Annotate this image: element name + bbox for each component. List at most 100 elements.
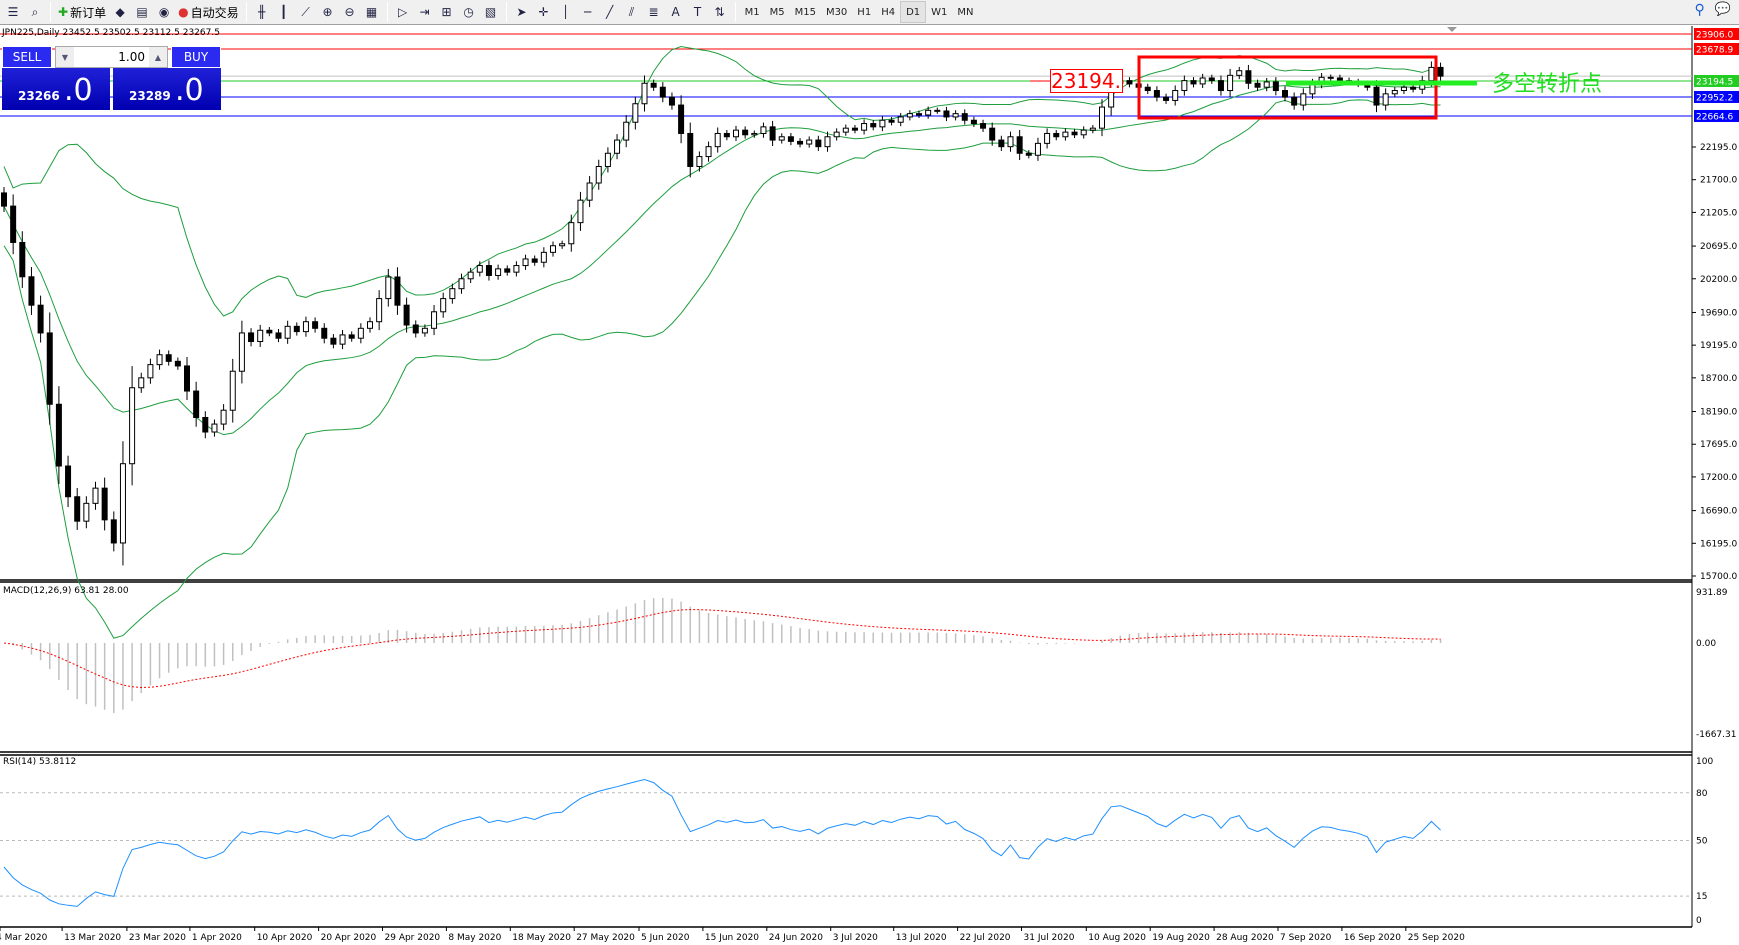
arrows-button[interactable]: ⇅	[709, 1, 731, 23]
indicators-button[interactable]: ⊞	[436, 1, 458, 23]
candle-body	[879, 119, 886, 128]
candle	[110, 511, 117, 552]
chart-shift-button[interactable]: ▷	[392, 1, 414, 23]
candle-body	[1208, 77, 1215, 82]
timeframe-m1[interactable]: M1	[744, 6, 760, 18]
text-label-button[interactable]: T	[687, 1, 709, 23]
candle-body	[797, 140, 804, 145]
macd-axis-label: 931.89	[1696, 588, 1728, 598]
price-level-tag	[1694, 27, 1739, 40]
buy-price[interactable]: 23289 .0	[113, 68, 221, 110]
y-tick-label: 18700.0	[1700, 374, 1737, 384]
timeframe-w1[interactable]: W1	[931, 6, 948, 18]
chart-canvas[interactable]: 22195.0 21700.0 21205.0 20695.0 20200.0 19690…	[0, 26, 1739, 945]
candle	[806, 136, 813, 148]
auto-trading-button[interactable]: ● 自动交易	[175, 1, 242, 23]
chart-window[interactable]: 22195.0 21700.0 21205.0 20695.0 20200.0 19690…	[0, 26, 1739, 945]
market-watch-button[interactable]: ☰	[2, 1, 24, 23]
candle-body	[421, 327, 428, 334]
lot-decrease-button[interactable]: ▼	[56, 47, 74, 67]
candle-body	[668, 96, 675, 106]
candle	[220, 404, 227, 431]
sell-button[interactable]: SELL	[2, 46, 52, 68]
sell-price-frac: .0	[64, 73, 93, 108]
x-tick-label: 28 Aug 2020	[1216, 933, 1274, 943]
templates-button[interactable]: ▧	[480, 1, 502, 23]
cursor-button[interactable]: ➤	[511, 1, 533, 23]
candle-body	[485, 265, 492, 276]
candle	[1217, 75, 1224, 96]
zoom-in-button[interactable]: ⊕	[317, 1, 339, 23]
lot-input[interactable]	[74, 50, 149, 64]
candlestick-button[interactable]: ┃	[273, 1, 295, 23]
candle-body	[1410, 86, 1417, 90]
timeframe-h4[interactable]: H4	[881, 6, 896, 18]
x-tick-label: 13 Jul 2020	[896, 933, 947, 943]
timeframe-m30[interactable]: M30	[825, 6, 848, 18]
candle-body	[495, 268, 502, 276]
candle	[540, 247, 547, 268]
candle-body	[833, 131, 840, 138]
horizontal-line-button[interactable]: ─	[577, 1, 599, 23]
candle	[1291, 92, 1298, 110]
metaeditor-button[interactable]: ◆	[109, 1, 131, 23]
candle	[1437, 62, 1444, 81]
timeframe-h1[interactable]: H1	[857, 6, 872, 18]
navigator-button[interactable]: ⌕	[24, 1, 46, 23]
timeframe-m5[interactable]: M5	[769, 6, 785, 18]
candle-body	[522, 258, 529, 267]
candle	[55, 386, 62, 485]
annotation-text[interactable]: 多空转折点	[1492, 72, 1603, 97]
candle-body	[723, 132, 730, 138]
line-chart-button[interactable]: ⟋	[295, 1, 317, 23]
candle	[879, 115, 886, 132]
candle-body	[211, 423, 218, 433]
zoom-out-button[interactable]: ⊖	[339, 1, 361, 23]
candle-body	[751, 132, 758, 136]
candle-body	[37, 304, 44, 334]
candle-body	[687, 132, 694, 167]
new-order-button[interactable]: ✚ 新订单	[55, 1, 109, 23]
candle-body	[1016, 136, 1023, 154]
timeframe-d1[interactable]: D1	[900, 1, 927, 23]
candle-body	[1282, 90, 1288, 98]
autoscroll-icon: ⇥	[419, 5, 430, 19]
candle-body	[476, 265, 483, 273]
buy-button[interactable]: BUY	[171, 46, 221, 68]
candle-body	[1291, 96, 1298, 106]
fibonacci-button[interactable]: ≣	[643, 1, 665, 23]
candle-body	[943, 110, 950, 118]
trendline-button[interactable]: ╱	[599, 1, 621, 23]
lot-increase-button[interactable]: ▲	[149, 47, 167, 67]
candle-body	[504, 268, 511, 273]
search-icon[interactable]: ⚲	[1694, 2, 1705, 18]
x-tick-label: 27 May 2020	[576, 933, 635, 943]
bar-chart-button[interactable]: ╫	[251, 1, 273, 23]
signals-button[interactable]: ◉	[153, 1, 175, 23]
crosshair-button[interactable]: ✛	[533, 1, 555, 23]
timeframe-m15[interactable]: M15	[794, 6, 816, 18]
timeframe-mn[interactable]: MN	[957, 6, 974, 18]
lot-stepper[interactable]: ▼ ▲	[55, 46, 168, 68]
candle	[357, 323, 364, 344]
candle	[577, 191, 584, 231]
price-level-tag	[1694, 74, 1739, 87]
vertical-line-button[interactable]: │	[555, 1, 577, 23]
candle-body	[934, 109, 941, 112]
candle-body	[74, 496, 81, 522]
candle-body	[861, 123, 868, 131]
candle-body	[101, 487, 108, 521]
candle-body	[961, 113, 968, 121]
tile-windows-button[interactable]: ▦	[361, 1, 383, 23]
channel-button[interactable]: ⫽	[621, 1, 643, 23]
periods-button[interactable]: ◷	[458, 1, 480, 23]
sell-price[interactable]: 23266 .0	[2, 68, 110, 110]
candle-body	[568, 222, 575, 245]
chat-icon[interactable]: 💬	[1714, 2, 1731, 17]
terminal-button[interactable]: ▤	[131, 1, 153, 23]
autoscroll-button[interactable]: ⇥	[414, 1, 436, 23]
y-tick-label: 15700.0	[1700, 572, 1737, 582]
level-label[interactable]: 23194.5	[1050, 69, 1123, 93]
candle	[559, 240, 566, 249]
text-button[interactable]: A	[665, 1, 687, 23]
